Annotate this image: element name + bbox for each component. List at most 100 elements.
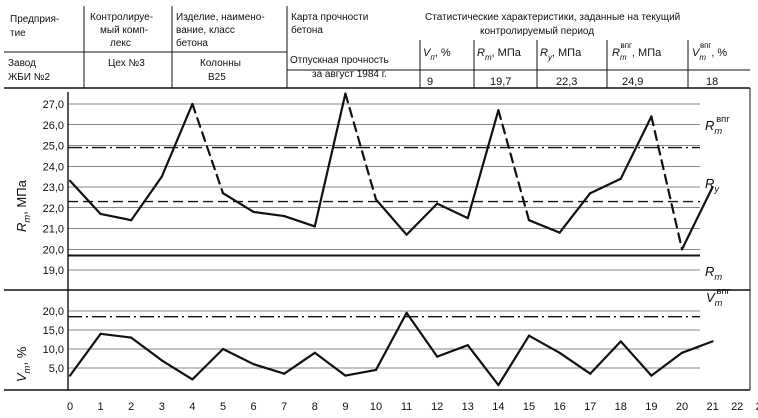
y-tick-lower-2: 15,0 — [43, 325, 64, 337]
strength-segment-19 — [650, 115, 684, 251]
x-tick-3: 3 — [159, 401, 165, 413]
y-axis-label-upper: Rm, МПа — [14, 179, 32, 232]
variation-segment-10 — [374, 311, 408, 371]
y-tick-lower-1: 10,0 — [43, 344, 64, 356]
y-tick-upper-4: 23,0 — [43, 182, 64, 194]
ref-label-upper-2: Rт — [705, 264, 722, 282]
variation-segment-1 — [99, 332, 133, 339]
x-tick-20: 20 — [676, 401, 688, 413]
y-tick-upper-8: 27,0 — [43, 99, 64, 111]
stats-col-header-2: Rу, МПа — [540, 47, 582, 62]
complex-label-line3: лекс — [110, 38, 131, 49]
variation-segment-9 — [344, 368, 378, 377]
strength-segment-13 — [466, 109, 500, 220]
x-tick-21: 21 — [706, 401, 718, 413]
strength-segment-4 — [191, 102, 225, 195]
strength-segment-3 — [160, 102, 194, 178]
stats-title-line1: Статистические характеристики, заданные … — [425, 12, 680, 23]
plot-area: 19,0 20,0 21,0 22,0 23,0 24,0 25,0 26,0 27,0 5,0 1… — [4, 88, 758, 413]
strength-segment-20 — [680, 185, 714, 251]
strength-segment-0 — [68, 179, 102, 216]
strength-segment-5 — [221, 192, 255, 213]
stats-col-value-4: 18 — [706, 76, 718, 88]
strength-segment-15 — [527, 219, 561, 234]
strength-segment-7 — [283, 214, 316, 228]
enterprise-value-line1: Завод — [8, 58, 36, 69]
stats-col-value-0: 9 — [427, 76, 433, 88]
variation-segment-18 — [619, 340, 653, 377]
stats-col-header-1: Rт, МПа — [477, 47, 522, 62]
strength-segment-14 — [497, 109, 531, 222]
enterprise-label-line1: Предприя- — [10, 14, 59, 25]
variation-segment-8 — [313, 351, 347, 377]
variation-segment-14 — [497, 334, 531, 387]
y-tick-upper-7: 26,0 — [43, 120, 64, 132]
product-value-line2: В25 — [208, 72, 226, 83]
y-tick-lower-3: 20,0 — [43, 306, 64, 318]
x-tick-6: 6 — [251, 401, 257, 413]
x-tick-15: 15 — [523, 401, 535, 413]
x-tick-7: 7 — [281, 401, 287, 413]
variation-segment-12 — [436, 344, 469, 358]
stats-col-header-0: Vп, % — [423, 47, 451, 62]
strength-segment-10 — [374, 198, 408, 236]
x-tick-2: 2 — [128, 401, 134, 413]
y-tick-upper-5: 24,0 — [43, 161, 64, 173]
stats-col-value-2: 22,3 — [556, 76, 577, 88]
card-label-line2: бетона — [291, 24, 323, 36]
variation-segment-5 — [221, 347, 255, 366]
ref-label-upper-1: Rу — [705, 176, 720, 194]
card-label-line1: Карта прочности — [291, 12, 368, 23]
x-tick-23: 23 — [756, 401, 758, 413]
product-label-line2: вание, класс — [176, 25, 235, 36]
stats-col-header-4: Vmвпг, % — [692, 41, 727, 62]
strength-segment-11 — [405, 202, 439, 236]
strength-segment-2 — [130, 175, 163, 222]
y-tick-upper-0: 19,0 — [43, 265, 64, 277]
enterprise-value-line2: ЖБИ №2 — [8, 72, 50, 83]
x-tick-0: 0 — [67, 401, 73, 413]
stats-col-value-3: 24,9 — [622, 76, 643, 88]
product-label-line1: Изделие, наимено- — [176, 12, 265, 23]
variation-segment-11 — [405, 311, 439, 358]
variation-segment-2 — [130, 336, 163, 362]
strength-segment-12 — [436, 202, 469, 220]
y-axis-label-lower: Vm, % — [14, 346, 32, 382]
variation-segment-20 — [680, 340, 714, 354]
stats-title-line2: контролируемый период — [480, 26, 594, 37]
strength-segment-1 — [99, 212, 133, 222]
strength-segment-18 — [619, 115, 653, 180]
y-tick-upper-3: 22,0 — [43, 203, 64, 215]
x-tick-17: 17 — [584, 401, 596, 413]
stats-col-header-3: Rmвпг, МПа — [612, 41, 662, 62]
y-tick-upper-1: 20,0 — [43, 244, 64, 256]
enterprise-label-line2: тие — [10, 28, 26, 39]
stats-columns: Vп, % 9 Rт, МПа 19,7 Rу, МПа 22,3 Rmвпг, МПа 24… — [423, 41, 727, 88]
strength-segment-16 — [558, 192, 592, 234]
strength-segment-6 — [252, 210, 286, 218]
y-tick-lower-0: 5,0 — [49, 363, 64, 375]
x-tick-16: 16 — [553, 401, 565, 413]
x-tick-8: 8 — [312, 401, 318, 413]
header-table — [4, 6, 750, 89]
variation-segment-0 — [68, 332, 102, 377]
strength-segment-8 — [313, 92, 347, 228]
variation-segment-16 — [558, 351, 592, 375]
variation-segment-3 — [160, 359, 194, 381]
product-value-line1: Колонны — [200, 58, 241, 69]
x-tick-12: 12 — [431, 401, 443, 413]
x-tick-4: 4 — [189, 401, 195, 413]
strength-segment-9 — [344, 92, 378, 201]
x-tick-14: 14 — [492, 401, 504, 413]
card-value-line1: Отпускная прочность — [290, 55, 389, 66]
x-tick-9: 9 — [342, 401, 348, 413]
complex-label-line1: Контролируе- — [90, 12, 153, 23]
variation-segment-15 — [527, 334, 561, 354]
variation-segment-17 — [589, 340, 622, 375]
complex-label-line2: мый комп- — [100, 25, 148, 36]
y-tick-upper-6: 25,0 — [43, 141, 64, 153]
variation-segment-13 — [466, 344, 500, 387]
card-value-line2: за август 1984 г. — [312, 69, 387, 80]
variation-segment-6 — [252, 363, 286, 375]
